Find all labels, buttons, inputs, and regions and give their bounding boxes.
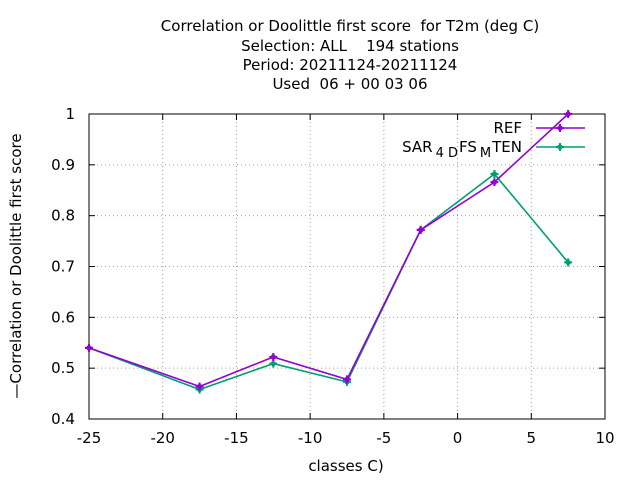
data-series [85,110,573,394]
axis-ticks: -25 -20 -15 -10 -5 0 5 10 0.4 0.5 0.6 0.7 0.8 0.9 1 [51,105,614,447]
chart-title-line-1: Correlation or Doolittle first score for… [160,17,540,35]
y-tick-label: 0.9 [51,156,75,174]
x-tick-label: -25 [77,429,102,447]
plot-frame [88,113,606,420]
chart-title-line-4: Used 06 + 00 03 06 [272,75,428,93]
data-point-ref [85,343,93,352]
x-tick-label: 10 [595,429,614,447]
data-point-ref [490,178,499,187]
y-tick-label: 0.7 [51,258,75,276]
data-point-ref [195,382,204,391]
chart-title-line-2: Selection: ALL 194 stations [241,37,459,55]
legend-marker-sar [556,143,564,151]
y-tick-label: 0.5 [51,359,75,377]
x-tick-label: -5 [376,429,391,447]
y-axis-label: —Correlation or Doolittle first score [7,133,25,398]
chart-title-line-3: Period: 20211124-20211124 [242,56,458,74]
grid-lines [89,114,605,419]
data-point-ref [416,225,425,234]
legend-marker-ref [556,124,564,132]
x-tick-label: 0 [453,429,463,447]
y-tick-label: 0.4 [51,410,75,428]
data-point-sar [564,258,573,267]
y-tick-label: 0.8 [51,207,75,225]
legend-label-sar: SAR 4 DFS MTEN [402,138,522,161]
y-tick-label: 1 [65,105,75,123]
x-tick-label: -15 [224,429,249,447]
x-tick-label: -10 [298,429,323,447]
y-tick-label: 0.6 [51,308,75,326]
x-tick-label: -20 [150,429,175,447]
x-tick-label: 5 [527,429,537,447]
legend-label-ref: REF [493,119,522,137]
series-line-sar [88,172,569,391]
data-point-ref [343,375,351,384]
data-point-ref [564,110,573,118]
data-point-sar [490,169,499,178]
x-axis-label: classes C) [308,457,383,475]
data-point-ref [269,352,278,361]
